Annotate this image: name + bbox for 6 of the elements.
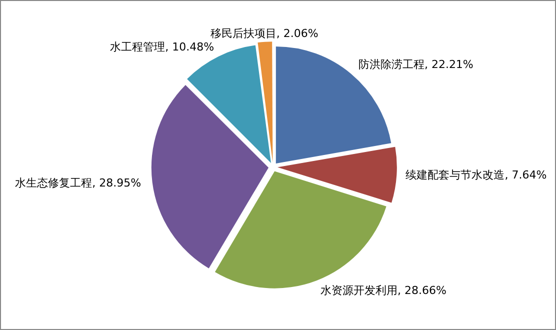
slice-label: 防洪除涝工程, 22.21% bbox=[358, 58, 474, 71]
slice-label: 水生态修复工程, 28.95% bbox=[15, 176, 142, 190]
slice-label: 续建配套与节水改造, 7.64% bbox=[406, 168, 547, 182]
slice-label: 移民后扶项目, 2.06% bbox=[210, 27, 318, 40]
slice-label: 水资源开发利用, 28.66% bbox=[320, 284, 446, 298]
slice-label: 水工程管理, 10.48% bbox=[110, 40, 214, 54]
